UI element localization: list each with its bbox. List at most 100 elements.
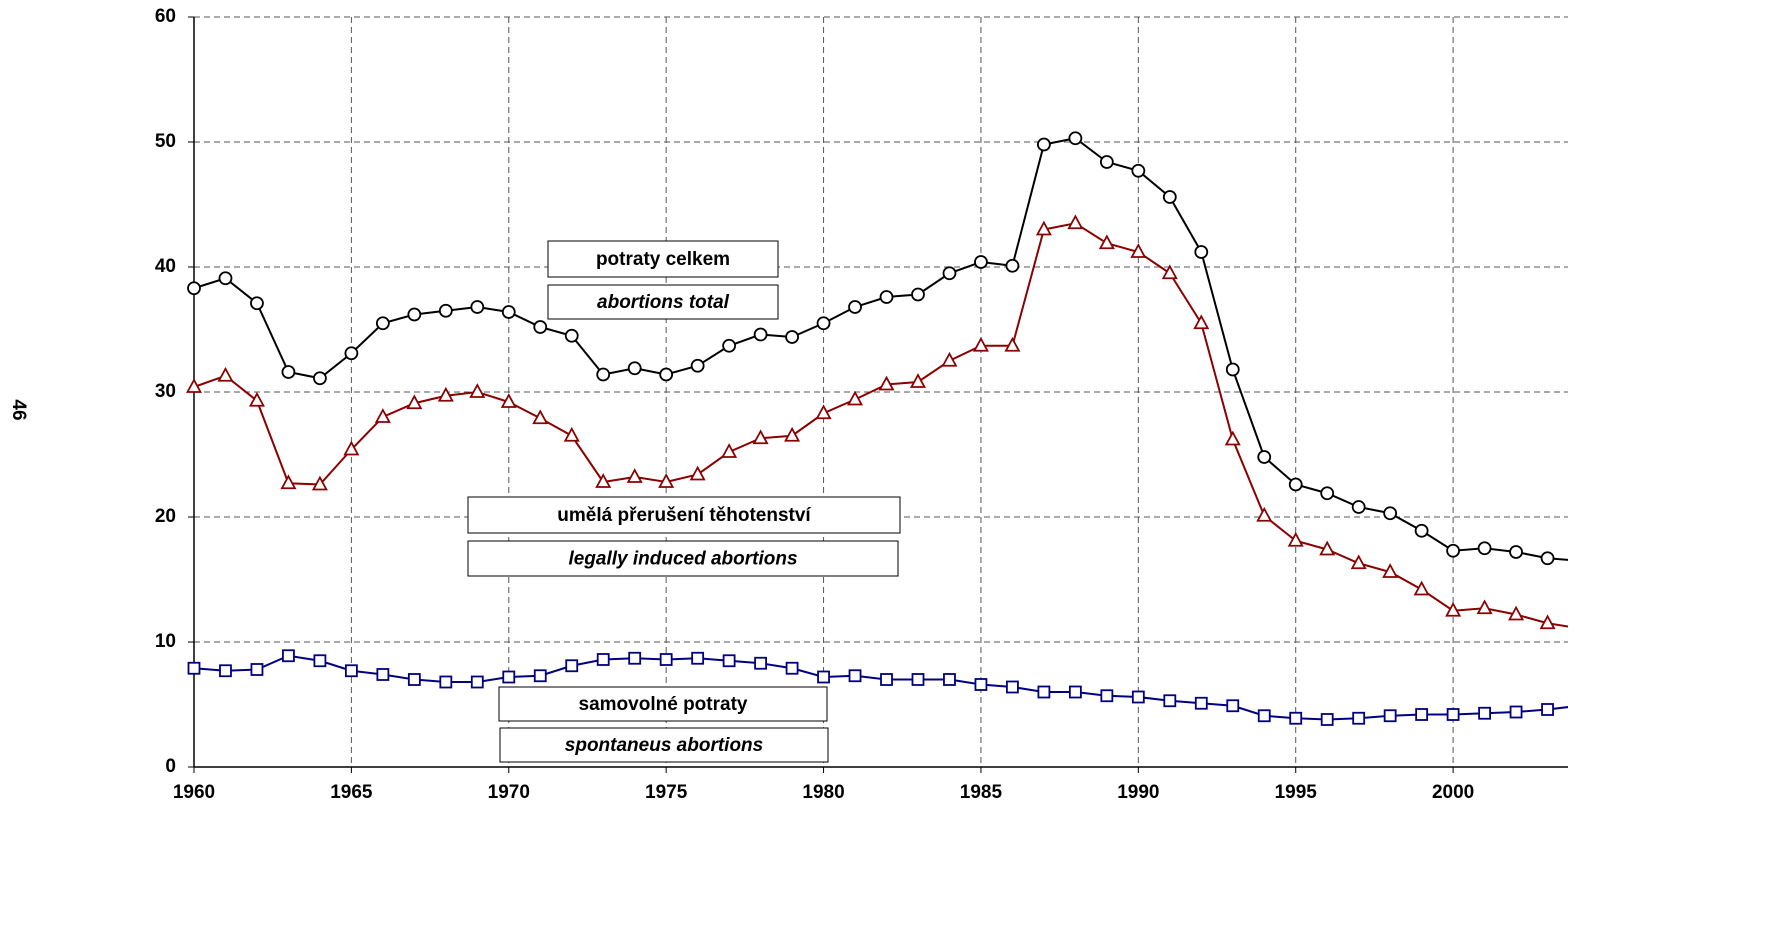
marker [1541, 703, 1554, 716]
marker [1194, 245, 1209, 259]
marker [344, 346, 359, 361]
marker [281, 365, 296, 379]
marker [722, 654, 736, 668]
marker [754, 656, 767, 670]
marker [470, 675, 484, 689]
marker [596, 367, 611, 382]
marker [878, 375, 895, 391]
annotation-box [547, 284, 779, 320]
marker [1539, 614, 1556, 630]
marker [816, 316, 831, 331]
marker [848, 669, 862, 683]
marker [942, 266, 957, 281]
y-tick-label: 0 [165, 756, 176, 777]
marker [1477, 541, 1492, 556]
marker [1098, 234, 1115, 250]
marker [1287, 531, 1304, 547]
annotation-box [498, 686, 828, 722]
marker [1574, 700, 1585, 711]
marker [1352, 711, 1366, 725]
marker [1224, 430, 1241, 446]
marker [972, 336, 989, 352]
y-tick-label: 50 [155, 131, 176, 152]
annotation: umělá přerušení těhotenství [557, 505, 811, 526]
marker [280, 474, 297, 490]
marker [1131, 690, 1145, 704]
marker [847, 390, 864, 406]
annotation: potraty celkem [596, 249, 730, 270]
marker [943, 673, 956, 686]
marker [344, 664, 358, 678]
marker [565, 659, 579, 673]
marker [817, 670, 830, 684]
marker [785, 330, 799, 344]
marker [974, 255, 988, 269]
marker [407, 307, 422, 322]
marker [500, 393, 517, 408]
marker [187, 661, 201, 675]
marker [1037, 685, 1051, 699]
marker [1226, 699, 1240, 713]
marker [1413, 580, 1430, 596]
marker [282, 649, 295, 663]
marker [532, 409, 549, 425]
marker [1415, 708, 1429, 721]
x-tick-label: 1975 [645, 782, 688, 803]
y-tick-label: 20 [155, 506, 176, 527]
marker [1099, 155, 1114, 169]
marker [1257, 450, 1272, 464]
marker [1383, 709, 1397, 723]
marker [1162, 190, 1177, 204]
plot [185, 131, 1585, 726]
marker [1478, 706, 1491, 720]
marker [375, 316, 390, 331]
marker [691, 651, 705, 665]
marker [1540, 551, 1555, 566]
marker [1476, 599, 1493, 615]
marker [185, 378, 203, 393]
marker [1257, 709, 1271, 723]
y-tick-label: 30 [155, 381, 176, 402]
marker [721, 443, 738, 458]
marker [1068, 131, 1083, 146]
marker [1193, 314, 1210, 330]
marker [1319, 540, 1336, 556]
marker [628, 651, 642, 665]
marker [187, 281, 201, 296]
marker [1068, 685, 1082, 699]
marker [596, 653, 610, 666]
marker [1508, 605, 1525, 621]
marker [437, 386, 454, 402]
marker [1383, 506, 1398, 521]
marker [1320, 486, 1335, 501]
x-tick-label: 1995 [1275, 782, 1318, 803]
series-line [193, 654, 1568, 721]
marker [752, 429, 769, 445]
marker [1005, 258, 1020, 273]
marker [1509, 545, 1523, 559]
annotation-box [467, 540, 899, 577]
marker [1225, 362, 1240, 377]
marker [439, 675, 453, 689]
marker [343, 440, 360, 456]
marker [785, 661, 799, 675]
marker [595, 473, 612, 488]
marker [563, 426, 580, 442]
marker [219, 664, 232, 678]
x-tick-label: 1960 [173, 782, 215, 803]
marker [1131, 163, 1146, 178]
marker [469, 383, 486, 398]
marker [313, 371, 327, 386]
annotation-box [499, 727, 829, 763]
marker [1130, 243, 1147, 258]
annotation: abortions total [597, 292, 730, 313]
marker [1382, 563, 1399, 578]
marker [753, 327, 768, 342]
y-tick-label: 60 [155, 6, 176, 27]
marker [1004, 336, 1021, 352]
marker [1446, 543, 1461, 558]
y-tick-label: 40 [155, 256, 176, 277]
marker [406, 394, 423, 410]
x-tick-label: 2000 [1432, 782, 1474, 803]
x-tick-label: 1990 [1117, 782, 1159, 803]
